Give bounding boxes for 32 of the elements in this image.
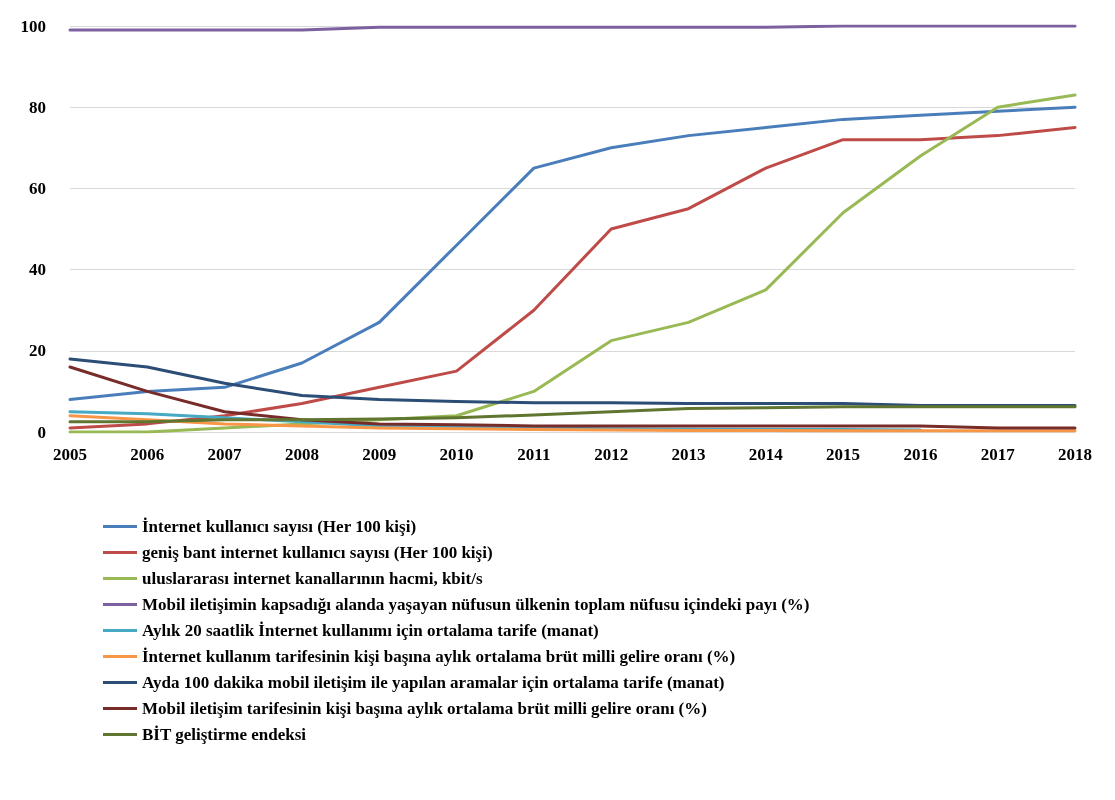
- y-tick-label: 60: [29, 178, 46, 198]
- legend-label: BİT geliştirme endeksi: [142, 725, 307, 744]
- x-tick-label: 2010: [439, 445, 474, 464]
- legend-label: Aylık 20 saatlik İnternet kullanımı için ortalama tarife (manat): [142, 621, 599, 640]
- x-tick-label: 2005: [53, 445, 87, 464]
- x-tick-label: 2006: [130, 445, 165, 464]
- legend-label: İnternet kullanıcı sayısı (Her 100 kişi): [142, 517, 417, 536]
- line-series: [68, 405, 1077, 424]
- x-tick-label: 2017: [980, 445, 1016, 464]
- legend-label: Mobil iletişimin kapsadığı alanda yaşayan nüfusun ülkenin toplam nüfusu içindeki payı (%): [142, 595, 810, 614]
- x-tick-label: 2009: [362, 445, 397, 464]
- y-tick-label: 0: [37, 422, 46, 442]
- legend-label: Ayda 100 dakika mobil iletişim ile yapılan aramalar için ortalama tarife (manat): [142, 673, 725, 692]
- line-series: [68, 414, 1077, 433]
- x-tick-label: 2012: [594, 445, 629, 464]
- x-tick-label: 2018: [1058, 445, 1092, 464]
- line-series: [68, 365, 1077, 430]
- x-tick-label: 2015: [826, 445, 861, 464]
- legend-label: İnternet kullanım tarifesinin kişi başına aylık ortalama brüt milli gelire oranı (%): [142, 647, 736, 666]
- x-tick-label: 2007: [207, 445, 243, 464]
- x-tick-label: 2008: [284, 445, 319, 464]
- x-tick-label: 2014: [748, 445, 784, 464]
- legend-label: Mobil iletişim tarifesinin kişi başına aylık ortalama brüt milli gelire oranı (%): [142, 699, 707, 718]
- x-tick-label: 2013: [671, 445, 706, 464]
- legend-label: geniş bant internet kullanıcı sayısı (Her 100 kişi): [142, 543, 493, 562]
- legend-label: uluslararası internet kanallarının hacmi, kbit/s: [142, 569, 483, 588]
- y-tick-label: 20: [29, 341, 46, 361]
- x-tick-label: 2016: [903, 445, 938, 464]
- y-tick-label: 40: [29, 260, 46, 280]
- y-tick-label: 100: [20, 16, 46, 36]
- y-tick-label: 80: [29, 97, 46, 117]
- x-tick-label: 2011: [517, 445, 551, 464]
